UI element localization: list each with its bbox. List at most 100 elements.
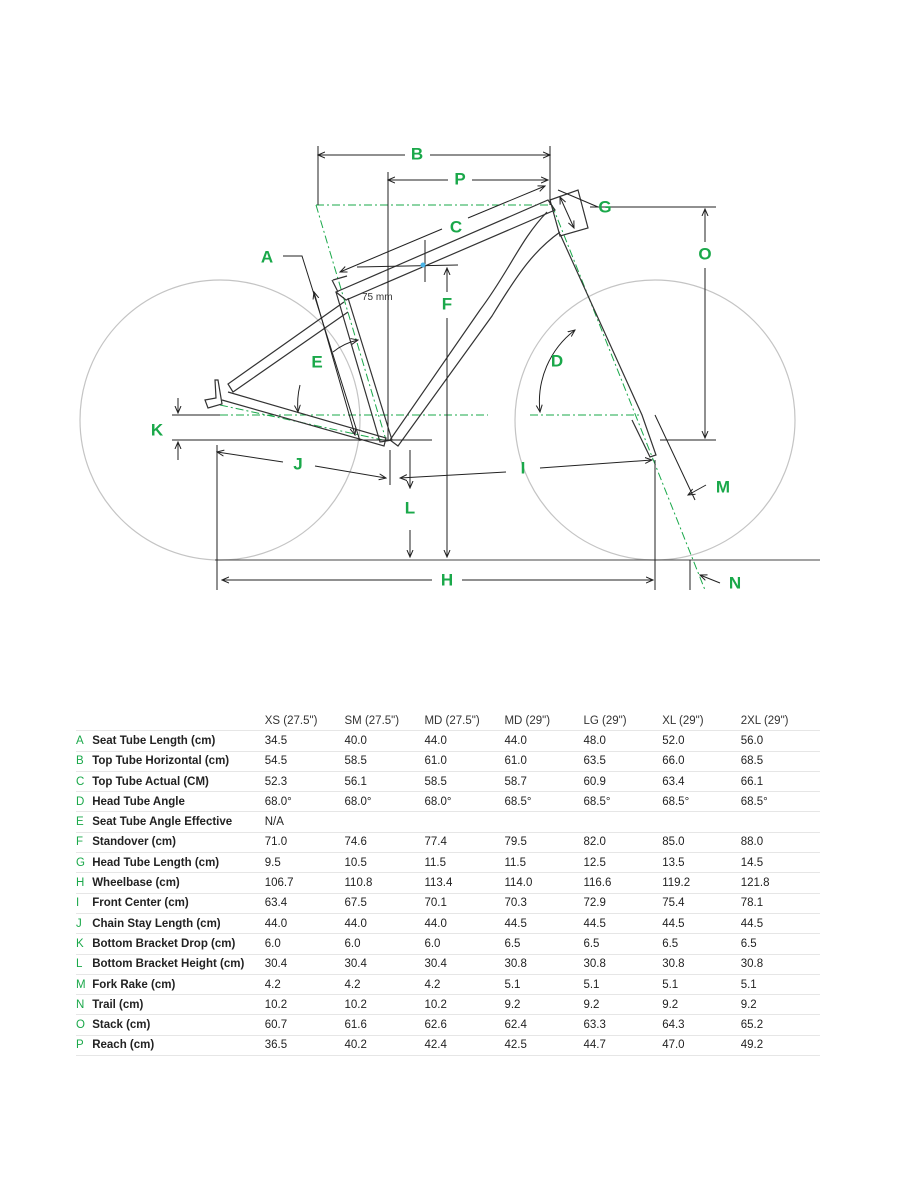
- row-name: Chain Stay Length (cm): [92, 913, 265, 935]
- cell-value: 30.8: [504, 954, 584, 975]
- column-header: LG (29"): [583, 711, 663, 732]
- cell-value: 4.2: [344, 974, 425, 996]
- dimension-labels: B P C A F G O E D K J I L H M N: [151, 144, 741, 592]
- row-name: Standover (cm): [92, 832, 265, 854]
- row-letter: O: [76, 1014, 93, 1036]
- cell-value: 79.5: [504, 832, 584, 854]
- row-letter: P: [76, 1035, 93, 1057]
- row-letter: G: [76, 852, 93, 874]
- cell-value: 114.0: [504, 872, 584, 894]
- row-letter: C: [76, 771, 93, 793]
- cell-value: 44.0: [504, 730, 584, 752]
- cell-value: 42.4: [424, 1035, 505, 1057]
- label-l: L: [405, 498, 415, 517]
- row-letter: H: [76, 872, 93, 894]
- cell-value: 14.5: [740, 852, 820, 874]
- cell-value: 52.3: [264, 771, 345, 793]
- cell-value: 68.5°: [740, 791, 820, 813]
- cell-value: 74.6: [344, 832, 425, 854]
- cell-value: [662, 811, 741, 833]
- cell-value: 44.5: [740, 913, 820, 935]
- cell-value: 44.5: [504, 913, 584, 935]
- cell-value: 40.0: [344, 730, 425, 752]
- cell-value: 30.8: [583, 954, 663, 975]
- cell-value: 61.0: [504, 751, 584, 772]
- label-p: P: [454, 169, 465, 188]
- cell-value: 77.4: [424, 832, 505, 854]
- cell-value: 54.5: [264, 751, 345, 772]
- label-m: M: [716, 477, 730, 496]
- column-header: XS (27.5"): [264, 711, 345, 732]
- cell-value: 116.6: [583, 872, 663, 894]
- label-i: I: [521, 458, 526, 477]
- cell-value: 65.2: [740, 1014, 820, 1036]
- cell-value: 68.5°: [662, 791, 741, 813]
- label-c: C: [450, 217, 462, 236]
- cell-value: 9.5: [264, 852, 345, 874]
- cell-value: 68.0°: [424, 791, 505, 813]
- cell-value: 49.2: [740, 1035, 820, 1057]
- column-header: MD (29"): [504, 711, 584, 732]
- row-letter: I: [76, 893, 93, 914]
- label-k: K: [151, 420, 164, 439]
- cell-value: 56.0: [740, 730, 820, 752]
- column-header: MD (27.5"): [424, 711, 505, 732]
- cell-value: 6.5: [662, 933, 741, 955]
- cell-value: 10.2: [264, 994, 345, 1016]
- table-row: N Trail (cm) 10.2 10.2 10.2 9.2 9.2 9.2 9.2: [76, 994, 820, 1016]
- label-n: N: [729, 573, 741, 592]
- cell-value: 30.8: [740, 954, 820, 975]
- geometry-table: XS (27.5") SM (27.5") MD (27.5") MD (29"…: [76, 711, 820, 1057]
- cell-value: [424, 811, 505, 833]
- cell-value: 44.0: [424, 913, 505, 935]
- cell-value: 52.0: [662, 730, 741, 752]
- cell-value: 6.5: [504, 933, 584, 955]
- cell-value: 68.5°: [583, 791, 663, 813]
- label-o: O: [698, 244, 711, 263]
- cell-value: 10.2: [424, 994, 505, 1016]
- row-name: Bottom Bracket Height (cm): [92, 954, 265, 975]
- table-row: J Chain Stay Length (cm) 44.0 44.0 44.0 44.5 4…: [76, 913, 820, 935]
- cell-value: 5.1: [583, 974, 663, 996]
- cell-value: 30.4: [344, 954, 425, 975]
- cell-value: 44.7: [583, 1035, 663, 1057]
- cell-value: 75.4: [662, 893, 741, 914]
- table-header-row: XS (27.5") SM (27.5") MD (27.5") MD (29"…: [76, 711, 820, 732]
- cell-value: 113.4: [424, 872, 505, 894]
- cell-value: 58.5: [424, 771, 505, 793]
- cell-value: 30.4: [424, 954, 505, 975]
- cell-value: 63.3: [583, 1014, 663, 1036]
- table-row: P Reach (cm) 36.5 40.2 42.4 42.5 44.7 47.0 49.2: [76, 1035, 820, 1057]
- cell-value: 82.0: [583, 832, 663, 854]
- cell-value: 6.0: [424, 933, 505, 955]
- row-name: Reach (cm): [92, 1035, 265, 1057]
- cell-value: 61.6: [344, 1014, 425, 1036]
- cell-value: 48.0: [583, 730, 663, 752]
- cell-value: 70.1: [424, 893, 505, 914]
- cell-value: 4.2: [264, 974, 345, 996]
- table-row: F Standover (cm) 71.0 74.6 77.4 79.5 82.0 85.0 8…: [76, 832, 820, 854]
- table-row: C Top Tube Actual (CM) 52.3 56.1 58.5 58.7 60.…: [76, 771, 820, 793]
- offset-note: 75 mm: [362, 292, 393, 303]
- table-row: G Head Tube Length (cm) 9.5 10.5 11.5 11.5 12.…: [76, 852, 820, 874]
- geometry-diagram: 75 mm B P C A F G O E D K J I L H M N: [79, 144, 820, 592]
- label-f: F: [442, 294, 452, 313]
- table-row: K Bottom Bracket Drop (cm) 6.0 6.0 6.0 6.5 6.5…: [76, 933, 820, 955]
- cell-value: 68.0°: [264, 791, 345, 813]
- cell-value: 10.5: [344, 852, 425, 874]
- label-d: D: [551, 351, 563, 370]
- row-letter: M: [76, 974, 93, 996]
- cell-value: 4.2: [424, 974, 505, 996]
- cell-value: 47.0: [662, 1035, 741, 1057]
- cell-value: 63.5: [583, 751, 663, 772]
- cell-value: 71.0: [264, 832, 345, 854]
- table-row: A Seat Tube Length (cm) 34.5 40.0 44.0 44.0 48…: [76, 730, 820, 752]
- row-name: Stack (cm): [92, 1014, 265, 1036]
- cell-value: 68.5°: [504, 791, 584, 813]
- row-name: Top Tube Horizontal (cm): [92, 751, 265, 772]
- table-row: H Wheelbase (cm) 106.7 110.8 113.4 114.0 116.6…: [76, 872, 820, 894]
- cell-value: 9.2: [740, 994, 820, 1016]
- cell-value: 62.6: [424, 1014, 505, 1036]
- row-name: Top Tube Actual (CM): [92, 771, 265, 793]
- cell-value: 44.0: [344, 913, 425, 935]
